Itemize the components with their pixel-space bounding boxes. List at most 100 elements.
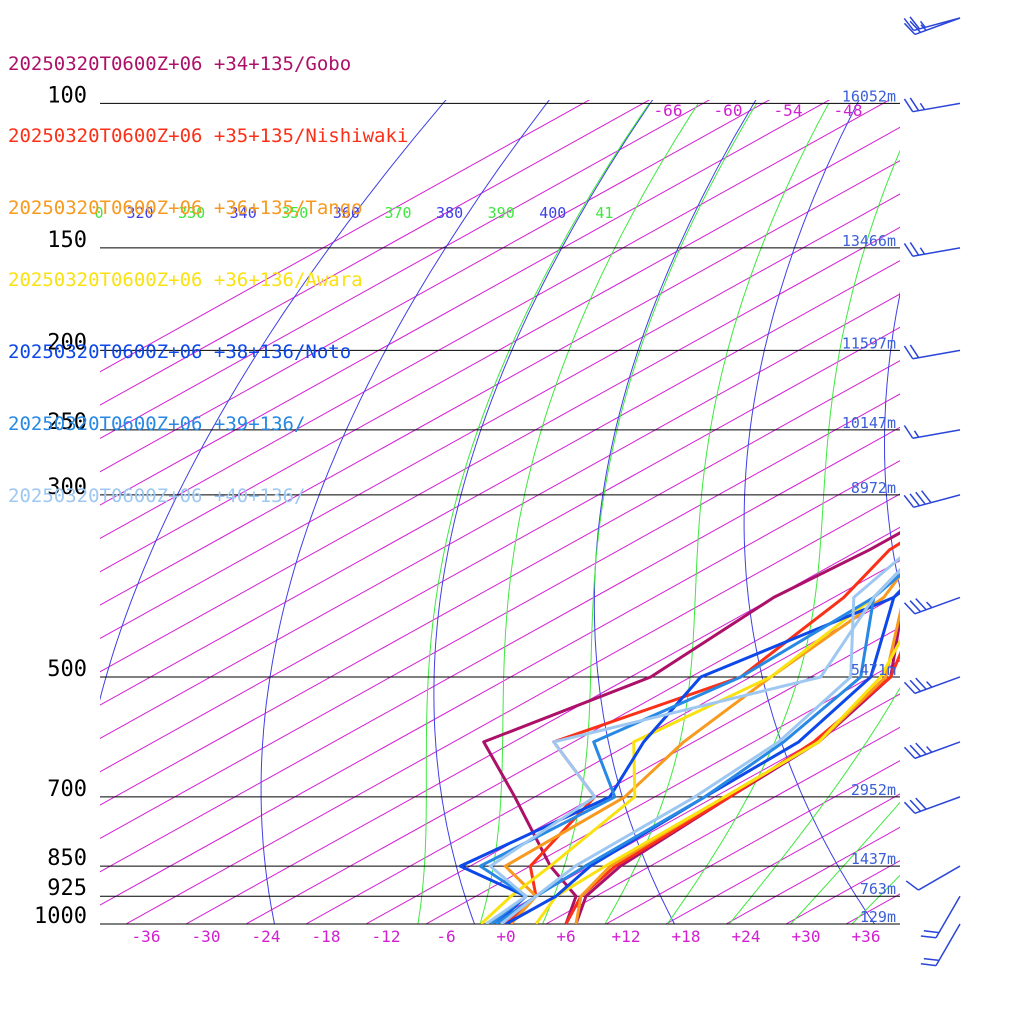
wind-barb-flag [903,243,914,257]
wind-barb-flag [915,598,927,611]
wind-barb-flag [919,102,926,111]
temperature-tick-label: -6 [436,927,455,946]
isotherm-line [906,0,1024,924]
upper-temperature-label: -54 [774,101,803,120]
pressure-label: 100 [47,83,87,108]
temperature-tick-label: +12 [612,927,641,946]
pressure-label: 200 [47,330,87,355]
legend-entry: 20250320T0600Z+06 +36+135/Tango [8,197,363,219]
upper-temperature-label: -48 [834,101,863,120]
wind-barb-flag [903,425,914,439]
wind-barb-flag [919,20,926,28]
wind-barb-flag [926,746,933,753]
temperature-tick-label: +36 [852,927,881,946]
wind-barb-flag [926,681,933,688]
height-label: 1437m [851,850,896,868]
wind-barb-shaft [935,895,961,939]
wind-barb-flag [909,97,920,112]
moist-adiabat [479,103,699,924]
wind-barb-shaft [914,796,961,815]
pressure-label: 150 [47,228,87,253]
pressure-axis-labels: 100 150 200 250 300 500 700 850 925 1000 [34,83,87,929]
wind-barb-flag [903,494,915,508]
upper-temperature-labels: -66 -60 -54 -48 [654,101,863,120]
wind-barb-flag [909,20,922,33]
isotherm-line [485,693,900,924]
height-label: 763m [860,880,896,898]
wind-barb-flag [909,493,921,507]
temperature-line-0 [574,611,900,924]
wind-barb-flag [920,24,927,31]
theta-label: 320 [126,204,153,222]
moist-adiabat [728,686,900,924]
moist-adiabat-lines [417,103,900,924]
temperature-line-2 [574,607,900,924]
wind-barb-shaft [914,741,961,760]
wind-barb [903,596,961,615]
wind-barb-flag [920,963,937,967]
dry-adiabat [260,100,550,924]
theta-label: 400 [539,204,566,222]
dry-adiabat [100,100,447,701]
height-label: 8972m [851,479,896,497]
wind-barb-flag [915,742,927,755]
temperature-line-1 [564,650,900,924]
legend: 20250320T0600Z+06 +34+135/Gobo 20250320T… [8,4,408,532]
isotherm-line [605,760,900,924]
moist-adiabat [604,103,830,924]
theta-label: 370 [384,204,411,222]
moist-adiabat [789,801,900,924]
wind-barb-shaft [913,494,961,509]
isotherm-line [100,160,900,606]
upper-temperature-label: -66 [654,101,683,120]
wind-barb-shaft [935,923,961,966]
wind-barb-shaft [914,676,961,695]
legend-entry: 20250320T0600Z+06 +34+135/Gobo [8,53,352,75]
temperature-line-5 [495,573,900,924]
temperature-line-4 [505,590,900,924]
dewpoint-line-1 [504,541,900,924]
dry-adiabat [743,100,876,924]
temperature-tick-label: -18 [312,927,341,946]
isotherm-line [100,100,891,540]
height-labels: 16052m 13466m 11597m 10147m 8972m 5471m 2952m 1… [842,87,896,926]
isotherm-line [100,260,900,706]
dry-adiabat-lines [100,100,900,924]
legend-entry: 20250320T0600Z+06 +39+136/ [8,413,306,435]
temperature-axis-labels: -36 -30 -24 -18 -12 -6 +0 +6 +12 +18 +24 +30 +36 [132,927,881,946]
height-label: 11597m [842,334,896,352]
legend-entry: 20250320T0600Z+06 +40+136/ [8,485,306,507]
wind-barb-flag [909,744,922,757]
isotherm-line [785,860,900,924]
height-label: 2952m [851,781,896,799]
wind-barb-shaft [912,102,961,113]
dry-adiabat [883,291,900,590]
theta-label: 41 [595,204,613,222]
wind-barb [903,17,961,36]
temperature-tick-label: +18 [672,927,701,946]
isotherm-line [966,0,1024,924]
theta-label: 360 [333,204,360,222]
pressure-label: 700 [47,777,87,802]
wind-barb-flag [903,681,916,694]
upper-temperature-label: -60 [714,101,743,120]
wind-barb-flag [903,22,916,35]
wind-barb-flag [921,490,932,504]
pressure-label: 1000 [34,904,87,929]
wind-barb-flag [903,345,914,360]
temperature-tick-label: -12 [372,927,401,946]
isotherm-line [125,493,900,924]
wind-barb-flag [920,935,937,939]
temperature-line-6 [500,555,900,924]
wind-barb [920,895,961,939]
dry-adiabat [593,100,757,924]
wind-barb-flag [919,247,926,255]
wind-barb-flag [903,602,916,615]
wind-barb [903,97,961,113]
isotherm-line [100,393,900,840]
temperature-line-3 [534,638,900,924]
theta-label: 0 [94,204,103,222]
wind-barb [903,242,961,257]
legend-entry: 20250320T0600Z+06 +35+135/Nishiwaki [8,125,409,147]
temperature-tick-label: -30 [192,927,221,946]
